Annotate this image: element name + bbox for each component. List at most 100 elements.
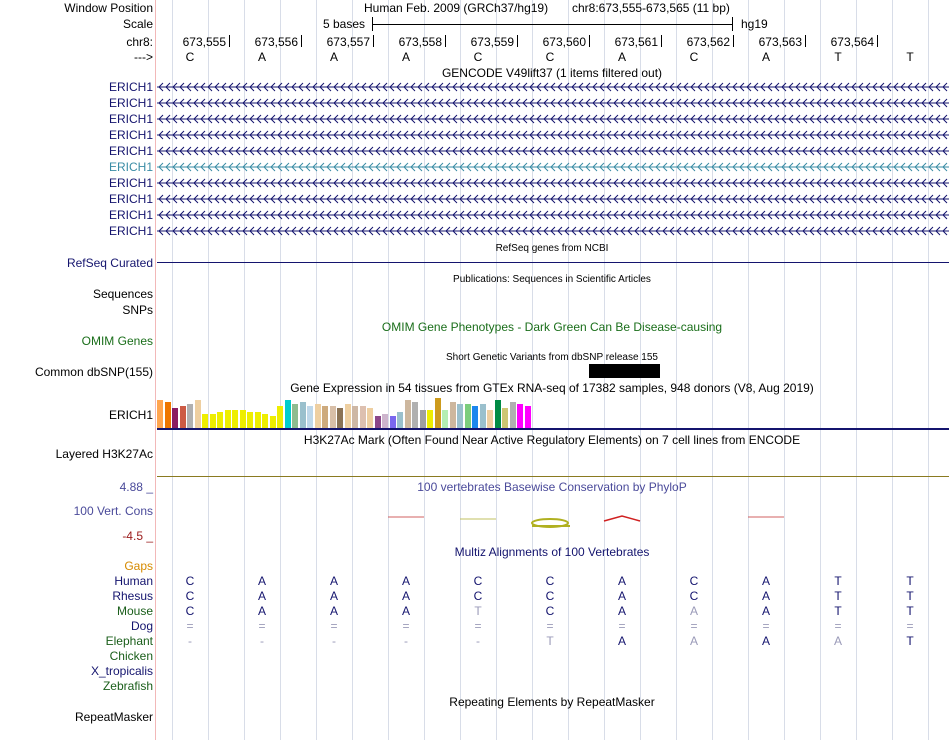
multiz-species-label[interactable]: Elephant (105, 634, 153, 648)
sequences-label[interactable]: Sequences (92, 287, 153, 301)
multiz-title: Multiz Alignments of 100 Vertebrates (454, 545, 650, 559)
gencode-transcript[interactable] (157, 81, 949, 93)
gtex-gene-label[interactable]: ERICH1 (108, 408, 153, 422)
gtex-tissue-bar[interactable] (262, 414, 268, 428)
gtex-tissue-bar[interactable] (322, 406, 328, 428)
window-position-label: Window Position (64, 1, 153, 15)
gtex-tissue-bar[interactable] (314, 404, 321, 428)
gencode-transcript[interactable] (157, 225, 949, 237)
gtex-tissue-bar[interactable] (239, 410, 246, 428)
gtex-tissue-bar[interactable] (419, 410, 426, 428)
gtex-tissue-bar[interactable] (194, 400, 201, 428)
gtex-tissue-bar[interactable] (217, 412, 223, 428)
gtex-tissue-bar[interactable] (517, 404, 523, 428)
h3k27ac-baseline (157, 476, 949, 477)
gtex-tissue-bar[interactable] (307, 406, 313, 428)
gencode-transcript[interactable] (157, 177, 949, 189)
gtex-tissue-bar[interactable] (329, 406, 336, 428)
gencode-gene-label[interactable]: ERICH1 (108, 128, 153, 142)
gtex-tissue-bar[interactable] (254, 412, 261, 428)
gencode-gene-label[interactable]: ERICH1 (108, 144, 153, 158)
gtex-tissue-bar[interactable] (509, 402, 516, 428)
gtex-tissue-bar[interactable] (172, 408, 178, 428)
refseq-line[interactable] (157, 262, 949, 263)
gtex-tissue-bar[interactable] (434, 398, 441, 428)
gencode-transcript[interactable] (157, 161, 949, 173)
gtex-tissue-bar[interactable] (292, 404, 298, 428)
multiz-base: C (545, 589, 555, 603)
multiz-species-label[interactable]: Rhesus (112, 589, 153, 603)
gencode-gene-label[interactable]: ERICH1 (108, 80, 153, 94)
gencode-transcript[interactable] (157, 209, 949, 221)
refseq-label[interactable]: RefSeq Curated (66, 256, 153, 270)
gencode-gene-label[interactable]: ERICH1 (108, 192, 153, 206)
gtex-tissue-bar[interactable] (464, 404, 471, 428)
multiz-base: = (402, 619, 410, 633)
gtex-tissue-bar[interactable] (179, 406, 186, 428)
gtex-tissue-bar[interactable] (457, 404, 463, 428)
gtex-tissue-bar[interactable] (502, 408, 508, 428)
gtex-tissue-bar[interactable] (487, 410, 493, 428)
gtex-tissue-bar[interactable] (404, 400, 411, 428)
gencode-gene-label[interactable]: ERICH1 (108, 112, 153, 126)
gencode-transcript[interactable] (157, 113, 949, 125)
gtex-tissue-bar[interactable] (442, 410, 448, 428)
dbsnp-label[interactable]: Common dbSNP(155) (34, 365, 153, 379)
gtex-tissue-bar[interactable] (284, 400, 291, 428)
gtex-tissue-bar[interactable] (277, 406, 283, 428)
gtex-tissue-bar[interactable] (412, 402, 418, 428)
base-letter: T (906, 50, 914, 64)
gtex-tissue-bar[interactable] (337, 408, 343, 428)
phylop-track-label[interactable]: 100 Vert. Cons (73, 504, 153, 518)
label-track-divider[interactable] (155, 0, 156, 740)
gtex-tissue-bar[interactable] (299, 402, 306, 428)
gtex-tissue-bar[interactable] (352, 406, 358, 428)
multiz-species-label[interactable]: Mouse (116, 604, 153, 618)
multiz-species-label[interactable]: Human (114, 574, 153, 588)
position-tick (229, 35, 230, 47)
gtex-tissue-bar[interactable] (344, 404, 351, 428)
gtex-tissue-bar[interactable] (427, 410, 433, 428)
multiz-species-label[interactable]: X_tropicalis (90, 664, 153, 678)
gtex-tissue-bar[interactable] (382, 414, 388, 428)
gencode-gene-label[interactable]: ERICH1 (108, 176, 153, 190)
position-tick (445, 35, 446, 47)
repeatmasker-label[interactable]: RepeatMasker (74, 710, 153, 724)
dbsnp-variant-block[interactable] (589, 364, 660, 378)
multiz-species-label[interactable]: Dog (130, 619, 153, 633)
gtex-tissue-bar[interactable] (374, 416, 381, 428)
multiz-species-label[interactable]: Chicken (109, 649, 153, 663)
gtex-tissue-bar[interactable] (157, 400, 163, 428)
gtex-tissue-bar[interactable] (247, 412, 253, 428)
omim-label[interactable]: OMIM Genes (81, 334, 153, 348)
gtex-tissue-bar[interactable] (494, 400, 501, 428)
gtex-tissue-bar[interactable] (209, 414, 216, 428)
gencode-gene-label[interactable]: ERICH1 (108, 160, 153, 174)
multiz-species-label[interactable]: Gaps (124, 559, 153, 573)
gtex-tissue-bar[interactable] (269, 416, 276, 428)
gtex-tissue-bar[interactable] (224, 410, 231, 428)
gtex-tissue-bar[interactable] (187, 404, 193, 428)
gtex-tissue-bar[interactable] (397, 412, 403, 428)
gtex-tissue-bar[interactable] (367, 408, 373, 428)
gtex-tissue-bar[interactable] (202, 414, 208, 428)
gtex-tissue-bar[interactable] (389, 416, 396, 428)
multiz-base: - (476, 634, 480, 648)
gtex-tissue-bar[interactable] (479, 404, 486, 428)
gencode-transcript[interactable] (157, 97, 949, 109)
gtex-tissue-bar[interactable] (524, 406, 531, 428)
multiz-species-label[interactable]: Zebrafish (102, 679, 153, 693)
gtex-tissue-bar[interactable] (472, 406, 478, 428)
h3k27ac-label[interactable]: Layered H3K27Ac (55, 447, 153, 461)
gtex-tissue-bar[interactable] (449, 402, 456, 428)
gencode-transcript[interactable] (157, 129, 949, 141)
gencode-gene-label[interactable]: ERICH1 (108, 224, 153, 238)
gencode-gene-label[interactable]: ERICH1 (108, 208, 153, 222)
gtex-tissue-bar[interactable] (359, 406, 366, 428)
gencode-transcript[interactable] (157, 193, 949, 205)
gtex-tissue-bar[interactable] (164, 402, 171, 428)
gtex-tissue-bar[interactable] (232, 410, 238, 428)
gencode-gene-label[interactable]: ERICH1 (108, 96, 153, 110)
snps-label[interactable]: SNPs (122, 303, 153, 317)
gencode-transcript[interactable] (157, 145, 949, 157)
